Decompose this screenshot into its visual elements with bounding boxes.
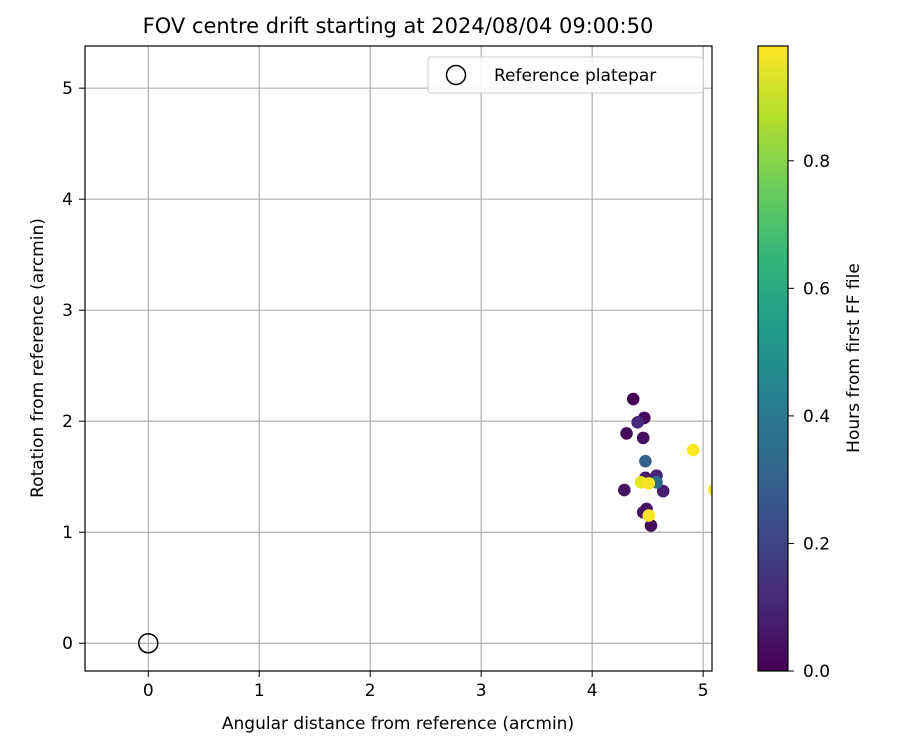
data-point <box>707 484 712 496</box>
data-point <box>656 484 670 498</box>
colorbar-gradient <box>758 46 788 671</box>
y-tick-label: 4 <box>62 190 73 210</box>
data-points <box>618 392 712 532</box>
x-tick-label: 2 <box>365 681 376 701</box>
data-point <box>620 427 633 440</box>
reference-marker-group <box>138 632 159 654</box>
data-point <box>639 454 652 468</box>
x-axis-ticks: 0 1 2 3 4 5 <box>143 671 709 701</box>
colorbar-ticks: 0.0 0.2 0.4 0.6 0.8 <box>788 152 830 682</box>
colorbar-label: Hours from first FF file <box>844 263 864 453</box>
colorbar-tick-label: 0.2 <box>803 534 830 554</box>
reference-platepar-marker <box>138 632 159 654</box>
colorbar-frame <box>757 45 789 672</box>
colorbar-tick-label: 0.6 <box>803 279 830 299</box>
legend-box <box>427 56 704 94</box>
data-point <box>644 519 658 532</box>
data-point <box>642 477 656 490</box>
chart-title: FOV centre drift starting at 2024/08/04 … <box>143 14 654 38</box>
colorbar: 0.0 0.2 0.4 0.6 0.8 Hours from first FF file <box>757 45 864 682</box>
legend: Reference platepar <box>427 56 704 94</box>
x-tick-label: 1 <box>254 681 265 701</box>
y-axis-label: Rotation from reference (arcmin) <box>28 218 48 498</box>
colorbar-tick-label: 0.0 <box>803 662 830 682</box>
y-tick-label: 0 <box>62 634 73 654</box>
data-point <box>636 431 650 445</box>
legend-label: Reference platepar <box>494 66 656 86</box>
data-point <box>618 483 631 497</box>
x-tick-label: 4 <box>587 681 598 701</box>
plot-frame <box>84 45 713 672</box>
grid <box>85 46 712 671</box>
data-point <box>626 392 640 406</box>
data-point <box>642 509 656 522</box>
x-tick-label: 5 <box>698 681 709 701</box>
data-point <box>631 416 644 429</box>
y-axis-ticks: 0 1 2 3 4 5 <box>62 79 85 654</box>
y-tick-label: 3 <box>62 301 73 321</box>
y-tick-label: 1 <box>62 523 73 543</box>
x-tick-label: 3 <box>476 681 487 701</box>
x-tick-label: 0 <box>143 681 154 701</box>
legend-reference-marker <box>445 64 467 86</box>
colorbar-tick-label: 0.8 <box>803 152 830 172</box>
data-point <box>686 443 700 457</box>
colorbar-tick-label: 0.4 <box>803 407 830 427</box>
x-axis-label: Angular distance from reference (arcmin) <box>222 714 574 734</box>
y-tick-label: 5 <box>62 79 73 99</box>
y-tick-label: 2 <box>62 412 73 432</box>
